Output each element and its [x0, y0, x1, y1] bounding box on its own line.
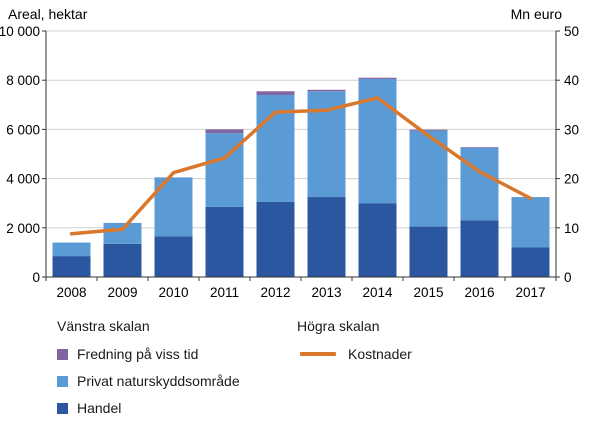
cost-line: [69, 96, 533, 236]
right-tick-label: 40: [564, 73, 579, 88]
legend-right-header: Högra skalan: [297, 318, 380, 334]
bar-handel-2016: [460, 220, 499, 277]
bar-fredning-på-viss-tid-2013: [307, 89, 346, 92]
bar-handel-2017: [511, 247, 550, 277]
left-tick-label: 6 000: [6, 122, 40, 137]
legend-label-privat: Privat naturskyddsområde: [77, 373, 240, 389]
left-tick-label: 0: [32, 270, 40, 285]
legend-swatch-privat: [57, 375, 68, 387]
bar-handel-2008: [52, 256, 91, 277]
left-tick-label: 10 000: [0, 24, 40, 39]
bar-handel-2011: [205, 206, 244, 277]
x-tick-label: 2017: [515, 285, 545, 300]
legend-item-handel: Handel: [57, 400, 121, 416]
x-tick-label: 2008: [56, 285, 86, 300]
bar-privat-naturskyddsområde-2009: [103, 222, 142, 244]
left-tick-label: 4 000: [6, 172, 40, 187]
x-tick-label: 2015: [413, 285, 443, 300]
legend-swatch-handel: [57, 402, 68, 414]
legend-label-fredning: Fredning på viss tid: [77, 346, 199, 362]
x-tick-label: 2011: [210, 285, 239, 300]
right-tick-label: 50: [564, 24, 579, 39]
right-axis-title: Mn euro: [511, 6, 563, 22]
line-kostnader: [69, 96, 533, 236]
right-tick-label: 10: [564, 221, 579, 236]
legend-label-kostnader: Kostnader: [348, 346, 412, 362]
legend-label-handel: Handel: [77, 400, 122, 416]
legend-item-kostnader: Kostnader: [300, 346, 412, 362]
legend-swatch-fredning: [57, 348, 68, 360]
bars: [52, 77, 550, 277]
right-tick-label: 0: [564, 270, 572, 285]
left-axis-title: Areal, hektar: [8, 6, 88, 22]
x-tick-label: 2009: [107, 285, 137, 300]
bar-handel-2014: [358, 203, 397, 277]
right-tick-label: 20: [564, 172, 579, 187]
bar-handel-2009: [103, 243, 142, 277]
bar-fredning-på-viss-tid-2011: [205, 129, 244, 134]
x-tick-label: 2013: [311, 285, 341, 300]
bar-fredning-på-viss-tid-2016: [460, 147, 499, 148]
legend-item-privat: Privat naturskyddsområde: [57, 373, 240, 389]
bar-fredning-på-viss-tid-2015: [409, 129, 448, 131]
bar-privat-naturskyddsområde-2016: [460, 147, 499, 221]
x-tick-label: 2012: [260, 285, 290, 300]
legend-item-fredning: Fredning på viss tid: [57, 346, 198, 362]
x-tick-label: 2016: [464, 285, 494, 300]
x-tick-label: 2010: [158, 285, 188, 300]
bar-handel-2015: [409, 226, 448, 277]
bar-fredning-på-viss-tid-2014: [358, 77, 397, 79]
legend-left-header: Vänstra skalan: [57, 318, 150, 334]
bar-privat-naturskyddsområde-2017: [511, 197, 550, 248]
bar-handel-2013: [307, 197, 346, 277]
bar-handel-2010: [154, 236, 193, 277]
x-tick-label: 2014: [362, 285, 393, 300]
bar-handel-2012: [256, 201, 295, 277]
legend-swatch-kostnader: [300, 352, 336, 356]
axes: 0 2 000 4 000 6 000 8 000 10 000 0 10 20 30 40 50 20…: [0, 24, 579, 300]
left-tick-label: 8 000: [6, 73, 40, 88]
right-tick-label: 30: [564, 122, 579, 137]
bar-privat-naturskyddsområde-2008: [52, 242, 91, 257]
bar-fredning-på-viss-tid-2012: [256, 91, 295, 95]
left-tick-label: 2 000: [6, 221, 40, 236]
